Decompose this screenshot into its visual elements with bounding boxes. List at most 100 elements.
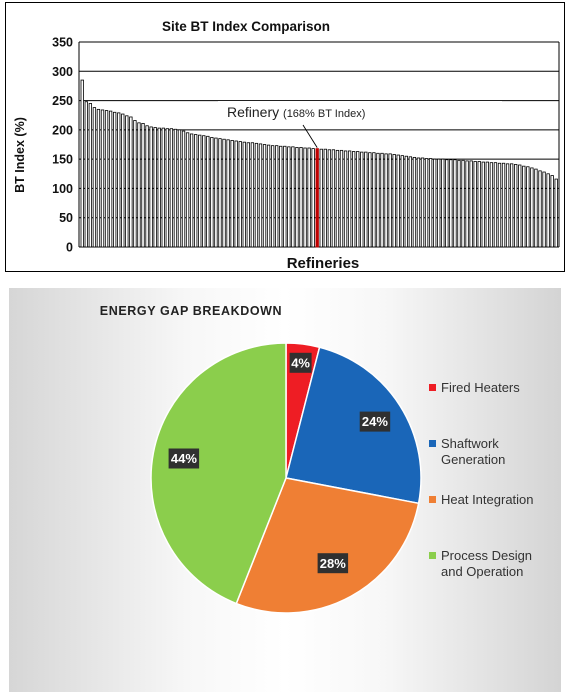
refinery-bar — [550, 175, 554, 248]
refinery-bar — [275, 145, 279, 248]
refinery-bar — [113, 111, 117, 248]
refinery-bar — [214, 137, 218, 248]
highlighted-refinery-bar — [315, 148, 319, 248]
legend-label: Process Design — [441, 548, 532, 563]
refinery-bar — [198, 134, 202, 248]
refinery-bar — [408, 156, 413, 248]
energy-gap-pie-chart: ENERGY GAP BREAKDOWN 4% 24% 28% 44% Fired H… — [100, 304, 534, 614]
pie-percent-label: 24% — [362, 414, 388, 429]
annotation-background — [218, 101, 502, 123]
refinery-bar — [80, 79, 84, 248]
refinery-bar — [121, 113, 125, 248]
refinery-bar — [522, 165, 526, 248]
refinery-bar — [433, 158, 437, 248]
pie-slice — [285, 346, 422, 505]
refinery-bar — [465, 160, 469, 248]
refinery-bar — [266, 144, 271, 248]
refinery-bar — [161, 127, 165, 248]
refinery-bar — [319, 148, 323, 248]
pie-percent-badge — [359, 411, 391, 432]
refinery-bar — [530, 167, 534, 248]
refinery-bar — [445, 159, 449, 248]
refinery-bar — [177, 129, 182, 248]
refinery-bar — [542, 171, 546, 248]
refinery-bar — [202, 135, 206, 248]
refinery-bar — [92, 107, 97, 248]
refinery-bar — [88, 103, 93, 248]
refinery-bar — [534, 168, 538, 248]
legend-swatch — [429, 552, 436, 559]
refinery-bar — [311, 148, 315, 248]
refinery-bar — [453, 159, 457, 248]
legend-label: Shaftwork — [441, 436, 499, 451]
y-tick-label: 200 — [52, 123, 73, 137]
refinery-bar — [206, 135, 210, 248]
refinery-bar — [137, 122, 141, 248]
refinery-bar — [485, 161, 489, 248]
refinery-bar — [153, 127, 157, 248]
refinery-bar — [250, 142, 255, 248]
refinery-bar — [222, 138, 226, 248]
legend-label: Generation — [441, 452, 505, 467]
refinery-bar — [380, 152, 384, 248]
refinery-bar — [412, 156, 417, 248]
refinery-bar — [194, 134, 198, 248]
refinery-bar — [96, 108, 101, 248]
refinery-bar — [477, 161, 481, 248]
refinery-bar — [469, 160, 473, 248]
refinery-bar — [230, 139, 234, 248]
refinery-bar — [117, 112, 121, 248]
refinery-bar — [262, 144, 267, 248]
refinery-bar — [509, 163, 514, 248]
annotation-detail: (168% BT Index) — [283, 108, 365, 120]
legend-swatch — [429, 384, 436, 391]
bar-chart-title: Site BT Index Comparison — [162, 19, 330, 34]
refinery-bar — [501, 162, 506, 248]
refinery-bar — [108, 110, 113, 248]
bar-chart-ylabel: BT Index (%) — [13, 117, 27, 193]
legend-swatch — [429, 496, 436, 503]
refinery-bar — [538, 170, 542, 248]
legend-label: Heat Integration — [441, 492, 534, 507]
refinery-bar — [368, 152, 372, 248]
refinery-bar — [254, 142, 259, 248]
refinery-bar — [210, 137, 214, 248]
refinery-bar — [473, 161, 477, 248]
refinery-bar — [291, 146, 295, 248]
refinery-bar — [505, 163, 510, 248]
refinery-bar — [493, 162, 498, 248]
pie-percent-label: 44% — [171, 451, 197, 466]
refinery-bar — [518, 164, 522, 248]
refinery-bar — [185, 132, 190, 248]
refinery-bar — [104, 110, 109, 248]
refinery-bar — [173, 128, 178, 248]
pie-percent-badge — [317, 553, 349, 574]
refinery-bar — [457, 159, 461, 248]
refinery-bar — [392, 154, 396, 248]
refinery-bar — [461, 159, 465, 248]
bt-index-bar-chart: Site BT Index Comparison 0 50 100 150 200 250… — [13, 19, 560, 271]
refinery-bar — [279, 145, 283, 248]
refinery-bar — [234, 140, 238, 248]
annotation-label: Refinery — [227, 104, 283, 120]
annotation-leader-line — [302, 124, 318, 148]
refinery-bar — [388, 153, 392, 248]
energy-gap-chart-panel: ENERGY GAP BREAKDOWN 4% 24% 28% 44% Fired H… — [9, 288, 561, 692]
pie-percent-label: 4% — [291, 355, 310, 370]
refinery-bar — [364, 151, 368, 248]
refinery-bar — [133, 120, 137, 248]
refinery-bar — [238, 141, 242, 248]
refinery-bar — [327, 149, 332, 248]
refinery-bar — [283, 145, 287, 248]
pie-percent-badge — [289, 352, 312, 373]
refinery-bar — [287, 146, 291, 248]
refinery-bar — [323, 148, 327, 248]
refinery-bar — [416, 157, 421, 248]
refinery-bar — [497, 162, 502, 248]
refinery-bar — [129, 116, 133, 248]
refinery-bar — [157, 127, 161, 248]
refinery-bar — [449, 159, 453, 248]
refinery-bar — [424, 158, 429, 248]
refinery-bar — [181, 130, 186, 248]
refinery-bar — [420, 157, 425, 248]
